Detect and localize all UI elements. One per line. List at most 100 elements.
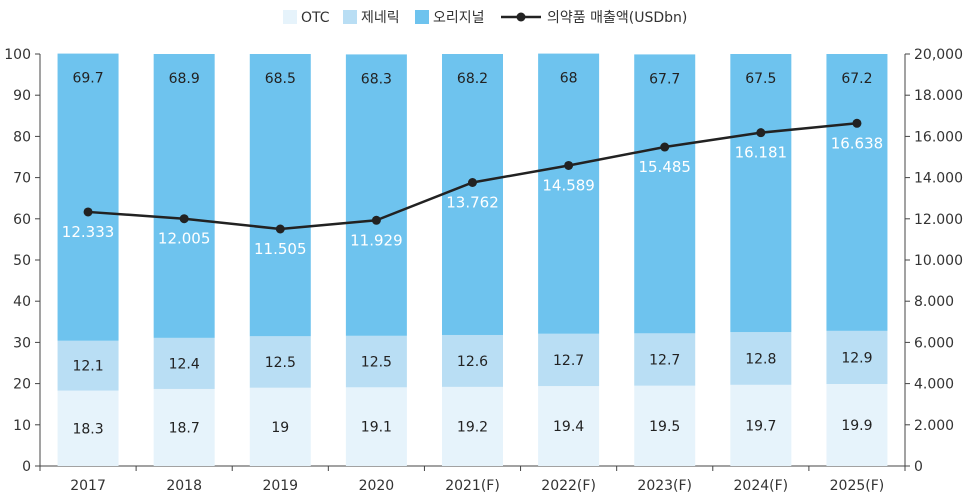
sales-point (660, 142, 670, 152)
bar-segment (538, 53, 600, 334)
bar-segment (249, 54, 311, 337)
bar-segment (345, 54, 407, 336)
bar-value-label: 18.7 (169, 420, 200, 436)
bar-value-label: 19.9 (841, 418, 872, 434)
sales-value-label: 11.505 (254, 240, 307, 258)
bar-segment (826, 54, 888, 331)
bar-value-label: 12.4 (169, 356, 200, 372)
bar-segment (153, 337, 215, 389)
bar-value-label: 19.2 (457, 419, 488, 435)
x-tick-label: 2024(F) (734, 478, 789, 494)
x-tick-label: 2021(F) (445, 478, 500, 494)
x-tick-label: 2025(F) (830, 478, 885, 494)
y-left-tick-label: 20 (13, 377, 31, 393)
y-right-tick-label: 8.000 (914, 294, 954, 310)
bar-value-label: 12.9 (841, 350, 872, 366)
bar-value-label: 67.2 (841, 71, 872, 87)
y-right-tick-label: 16.000 (914, 129, 963, 145)
bar-segment (57, 53, 119, 341)
y-right-tick-label: 20,000 (914, 47, 963, 63)
bar-segment (730, 54, 792, 333)
bar-value-label: 68.5 (265, 71, 296, 87)
sales-value-label: 16.638 (831, 134, 884, 152)
sales-point (371, 215, 381, 225)
sales-point (852, 118, 862, 128)
y-left-tick-label: 60 (13, 212, 31, 228)
y-right-tick-label: 18.000 (914, 88, 963, 104)
bar-segment (345, 335, 407, 388)
y-right-tick-label: 2.000 (914, 418, 954, 434)
y-right-tick-label: 6.000 (914, 335, 954, 351)
y-left-tick-label: 30 (13, 335, 31, 351)
bar-segment (57, 390, 119, 466)
sales-value-label: 16.181 (735, 144, 788, 162)
bar-value-label: 19.1 (361, 420, 392, 436)
bar-segment (153, 54, 215, 338)
bar-value-label: 19.7 (745, 418, 776, 434)
x-tick-label: 2017 (70, 478, 106, 494)
bar-segment (634, 385, 696, 466)
bar-segment (345, 387, 407, 466)
y-left-tick-label: 70 (13, 171, 31, 187)
x-tick-label: 2023(F) (637, 478, 692, 494)
sales-point (564, 160, 574, 170)
bar-value-label: 19.5 (649, 419, 680, 435)
bar-value-label: 67.7 (649, 71, 680, 87)
bar-segment (442, 386, 503, 466)
bar-segment (538, 333, 600, 387)
sales-value-label: 13.762 (446, 194, 499, 212)
bar-segment (826, 384, 888, 466)
bar-segment (57, 340, 119, 391)
bar-segment (730, 384, 792, 466)
legend-line-marker (516, 12, 526, 22)
sales-value-label: 12.333 (62, 223, 115, 241)
bar-value-label: 68 (560, 71, 578, 87)
y-right-tick-label: 12.000 (914, 212, 963, 228)
x-tick-label: 2020 (359, 478, 395, 494)
x-tick-label: 2022(F) (541, 478, 596, 494)
bar-value-label: 69.7 (72, 71, 103, 87)
y-left-tick-label: 90 (13, 88, 31, 104)
bar-segment (538, 386, 600, 466)
sales-value-label: 11.929 (350, 231, 403, 249)
bar-value-label: 12.5 (361, 355, 392, 371)
sales-value-label: 15.485 (638, 158, 691, 176)
bar-value-label: 19.4 (553, 419, 584, 435)
bar-segment (249, 387, 311, 466)
legend-label: 제네릭 (361, 10, 400, 26)
bar-value-label: 68.3 (361, 71, 392, 87)
y-left-tick-label: 100 (4, 47, 31, 63)
legend-swatch (343, 10, 357, 24)
y-right-tick-label: 14.000 (914, 171, 963, 187)
bar-value-label: 68.2 (457, 71, 488, 87)
x-tick-label: 2019 (262, 478, 298, 494)
legend-label: 오리지널 (433, 10, 485, 26)
bar-value-label: 12.6 (457, 354, 488, 370)
sales-point (756, 128, 766, 138)
bar-value-label: 12.7 (553, 353, 584, 369)
bar-segment (249, 336, 311, 388)
bar-segment (730, 332, 792, 385)
bar-value-label: 12.8 (745, 351, 776, 367)
y-right-tick-label: 10.000 (914, 253, 963, 269)
legend-label: OTC (301, 10, 330, 26)
sales-point (275, 224, 285, 234)
bar-value-label: 12.5 (265, 355, 296, 371)
y-left-tick-label: 50 (13, 253, 31, 269)
y-left-tick-label: 40 (13, 294, 31, 310)
y-right-tick-label: 4.000 (914, 377, 954, 393)
sales-point (468, 178, 477, 188)
bar-segment (442, 54, 503, 335)
bar-value-label: 68.9 (169, 71, 200, 87)
bar-segment (634, 54, 696, 334)
legend-swatch (283, 10, 297, 24)
x-tick-label: 2018 (166, 478, 202, 494)
sales-point (83, 207, 93, 217)
sales-value-label: 12.005 (158, 230, 211, 248)
y-left-tick-label: 0 (22, 459, 31, 475)
bar-value-label: 19 (271, 420, 289, 436)
bar-value-label: 12.7 (649, 352, 680, 368)
legend-label: 의약품 매출액(USDbn) (547, 10, 687, 26)
y-right-tick-label: 0 (914, 459, 923, 475)
